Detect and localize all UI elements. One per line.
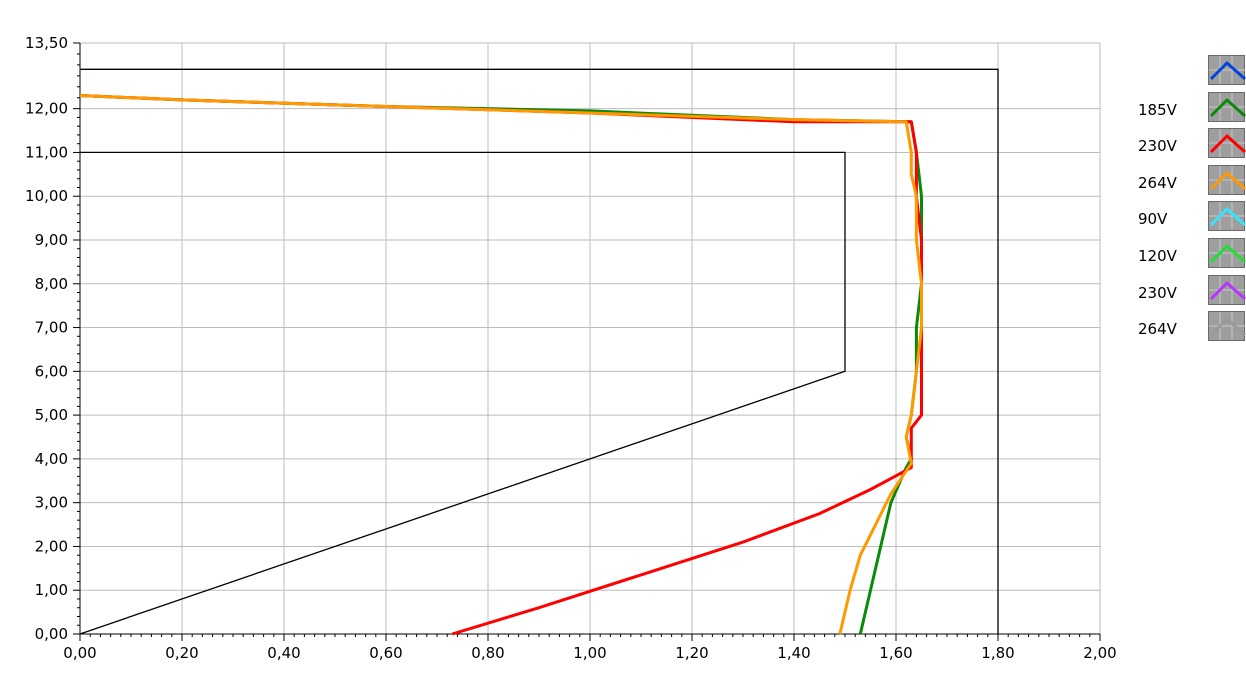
x-tick-labels: 0,00 0,20 0,40 0,60 0,80 1,00 1,20 1,40 1,60 1,80… [63,644,1116,662]
series-line [80,96,922,635]
y-tick-label: 6,00 [35,362,68,380]
legend-swatch-icon[interactable] [1208,165,1246,195]
y-tick-label: 5,00 [35,406,68,424]
x-tick-label: 1,60 [879,644,912,662]
y-tick-labels: 0,00 1,00 2,00 3,00 4,00 5,00 6,00 7,00 8,00 9,00… [25,34,68,643]
legend-swatch-icon[interactable] [1208,275,1246,305]
x-tick-label: 0,00 [63,644,96,662]
legend-item: 264V [1138,165,1246,202]
y-tick-label: 1,00 [35,581,68,599]
y-tick-label: 11,00 [25,143,68,161]
y-tick-label: 12,00 [25,100,68,118]
y-tick-label: 3,00 [35,494,68,512]
legend-label: 264V [1138,174,1177,192]
y-tick-label: 10,00 [25,187,68,205]
legend-label: 90V [1138,210,1167,228]
legend-item: 230V [1138,128,1246,165]
legend-label: 264V [1138,320,1177,338]
y-tick-label: 2,00 [35,537,68,555]
legend-item: 120V [1138,238,1246,275]
legend-item: 230V [1138,275,1246,312]
legend-swatch-icon[interactable] [1208,92,1246,122]
x-tick-label: 0,60 [369,644,402,662]
x-tick-label: 0,20 [165,644,198,662]
grid [80,43,1100,634]
x-tick-label: 1,00 [573,644,606,662]
y-tick-label: 0,00 [35,625,68,643]
limit-line [80,152,845,634]
legend-item: 264V [1138,311,1246,348]
legend-swatch-icon[interactable] [1208,201,1246,231]
x-tick-label: 2,00 [1083,644,1116,662]
series-lines [80,96,922,635]
limit-line [80,69,998,634]
y-tick-label: 4,00 [35,450,68,468]
legend-swatch-icon[interactable] [1208,55,1246,85]
legend-label: 230V [1138,284,1177,302]
x-tick-label: 0,40 [267,644,300,662]
legend: 185V 230V 264V 90V 120V 230V 264V [1138,55,1246,348]
x-tick-label: 0,80 [471,644,504,662]
y-tick-label: 7,00 [35,319,68,337]
y-tick-label: 8,00 [35,275,68,293]
axes [73,43,1100,641]
x-tick-label: 1,20 [675,644,708,662]
series-line [80,96,922,635]
legend-item: 90V [1138,201,1246,238]
series-line [80,96,922,635]
x-tick-label: 1,40 [777,644,810,662]
legend-swatch-icon[interactable] [1208,128,1246,158]
legend-item: 185V [1138,92,1246,129]
legend-item [1138,55,1246,92]
limit-lines [80,69,998,634]
legend-label: 185V [1138,101,1177,119]
x-tick-label: 1,80 [981,644,1014,662]
legend-label: 230V [1138,137,1177,155]
y-tick-label: 9,00 [35,231,68,249]
legend-label: 120V [1138,247,1177,265]
y-tick-label: 13,50 [25,34,68,52]
legend-swatch-icon[interactable] [1208,238,1246,268]
legend-swatch-icon[interactable] [1208,311,1246,341]
